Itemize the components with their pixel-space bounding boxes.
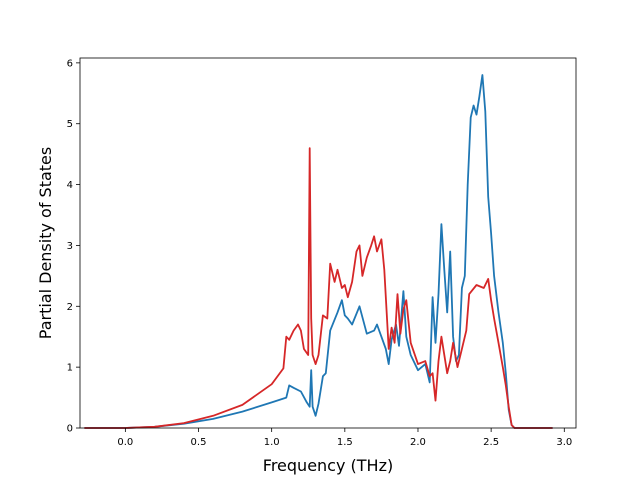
series-line-1 [84,74,553,429]
y-tick-label: 4 [67,180,73,191]
x-tick-label: 1.5 [337,437,353,448]
y-axis-ticks: 0 1 2 3 4 5 6 [67,58,80,435]
plot-frame [79,57,577,429]
x-tick-label: 2.5 [483,437,499,448]
y-tick-label: 5 [67,119,73,130]
y-tick-label: 1 [67,363,73,374]
x-axis-label: Frequency (THz) [263,456,393,475]
y-tick-label: 2 [67,302,73,313]
y-tick-label: 3 [67,241,73,252]
series-line-2 [84,147,553,429]
y-tick-label: 6 [67,58,73,69]
y-tick-label: 0 [67,424,73,435]
series-layer [84,74,553,429]
x-tick-label: 0.5 [191,437,207,448]
plot-background [80,58,576,428]
x-tick-label: 3.0 [556,437,572,448]
y-axis-label: Partial Density of States [36,147,55,339]
x-axis-ticks: 0.0 0.5 1.0 1.5 2.0 2.5 3.0 [117,428,572,448]
x-tick-label: 1.0 [264,437,280,448]
x-tick-label: 2.0 [410,437,426,448]
x-tick-label: 0.0 [117,437,133,448]
